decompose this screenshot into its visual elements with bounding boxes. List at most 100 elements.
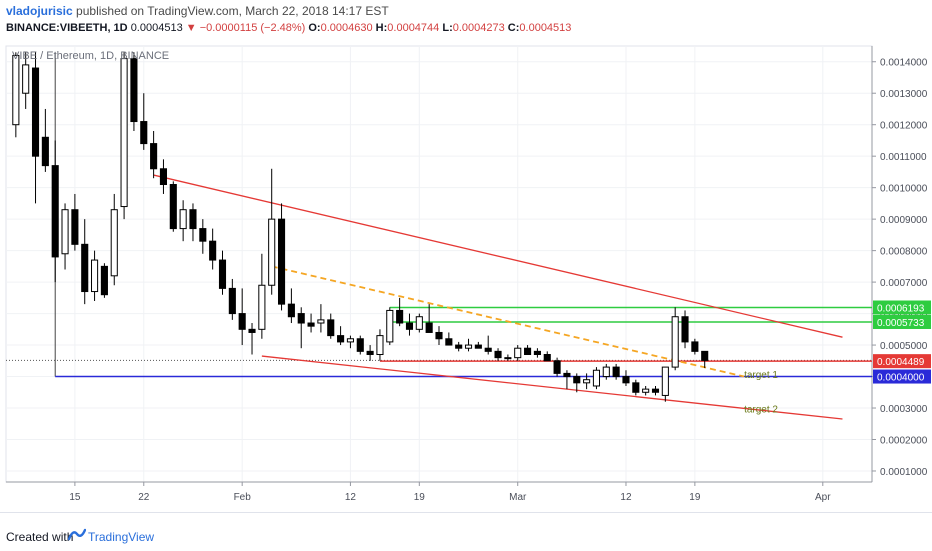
x-tick-label: 12 [620, 492, 632, 503]
y-tick-label: 0.0012000 [880, 121, 928, 132]
candle-body [514, 347, 522, 359]
candle-body [651, 388, 660, 393]
y-tick-label: 0.0007000 [880, 278, 928, 289]
level-0004489-axis-label: 0.0004489 [877, 357, 925, 368]
down-triangle-icon: ▼ [185, 22, 197, 34]
candle-body [81, 243, 89, 293]
candle-body [396, 309, 404, 324]
low-value: 0.0004273 [452, 22, 505, 34]
candle-body [356, 338, 364, 352]
candle-body [464, 344, 473, 349]
tradingview-brand[interactable]: TradingView [88, 530, 155, 544]
x-tick-label: 15 [69, 492, 81, 503]
candle-body [386, 309, 394, 343]
candle-body [583, 379, 591, 384]
candle-body [159, 168, 168, 186]
y-tick-label: 0.0005000 [880, 341, 928, 352]
created-with-text: Created with [6, 530, 74, 544]
candle-body [661, 366, 669, 396]
y-tick-label: 0.0013000 [880, 89, 928, 100]
candle-body [297, 313, 305, 324]
x-tick-label: 19 [689, 492, 701, 503]
open-label: O: [308, 22, 321, 34]
price-change: −0.0000115 (−2.48%) [199, 22, 306, 34]
high-label: H: [375, 22, 388, 34]
chart-area[interactable]: 0.0014000 0.0013000 0.0012000 0.0011000 0.00… [0, 42, 932, 512]
high-value: 0.0004744 [387, 22, 440, 34]
chart-title: VIBE / Ethereum, 1D, BINANCE [12, 50, 170, 62]
candle-body [573, 376, 581, 384]
published-text: published on TradingView.com, March 22, … [76, 4, 389, 18]
level-0004000-axis-label: 0.0004000 [877, 373, 925, 384]
candle-body [71, 209, 79, 245]
level-0005733-axis-badge [873, 314, 931, 329]
candle-body [337, 335, 345, 343]
candle-body [317, 319, 325, 324]
candle-body [701, 350, 709, 361]
symbol-name: BINANCE:VIBEETH, 1D [6, 22, 128, 34]
candle-body [632, 382, 640, 393]
candle-body [51, 165, 59, 258]
plot-frame [5, 45, 873, 483]
candle-body [307, 322, 315, 327]
candle-body [415, 316, 423, 330]
level-0005733-axis-label: 0.0005733 [877, 318, 925, 329]
symbol-line: BINANCE:VIBEETH, 1D 0.0004513 ▼ −0.00001… [6, 22, 571, 34]
candle-body [110, 209, 118, 277]
level-0004000-axis-badge [873, 369, 931, 384]
target-annotation: target 1 [744, 370, 778, 381]
candle-body [179, 209, 187, 230]
candle-body [553, 360, 561, 374]
candle-body [563, 372, 571, 378]
footer: Created with TradingView [0, 512, 932, 551]
candle-body [671, 316, 679, 368]
candle-body [592, 369, 601, 387]
candle-body [494, 350, 502, 359]
candlestick-chart[interactable]: 0.0014000 0.0013000 0.0012000 0.0011000 0.00… [0, 42, 932, 512]
y-tick-label: 0.0002000 [880, 436, 928, 447]
candle-body [366, 350, 374, 356]
candle-body [445, 338, 453, 346]
candle-body [287, 303, 295, 318]
low-label: L: [442, 22, 453, 34]
candle-body [612, 366, 620, 378]
candle-body [130, 58, 138, 123]
candle-body [474, 344, 482, 349]
candle-body [150, 143, 158, 170]
y-tick-label: 0.0014000 [880, 58, 928, 69]
candle-body [228, 287, 236, 315]
x-tick-label: 22 [138, 492, 150, 503]
candle-body [435, 331, 443, 340]
candle-body [622, 376, 630, 384]
close-label: C: [507, 22, 520, 34]
candle-body [681, 316, 689, 343]
candle-body [376, 335, 384, 356]
y-tick-label: 0.0008000 [880, 247, 928, 258]
x-tick-label: 19 [414, 492, 426, 503]
candle-body [455, 344, 463, 349]
candle-body [41, 136, 49, 167]
candle-body [140, 121, 148, 145]
candle-body [346, 338, 354, 343]
publisher-username[interactable]: vladojurisic [6, 4, 73, 18]
candle-body [642, 388, 650, 393]
x-tick-label: Mar [509, 492, 527, 503]
y-tick-label: 0.0011000 [880, 152, 927, 163]
level-0006193-axis-badge [873, 300, 931, 315]
candle-body [209, 240, 217, 261]
candle-body [100, 265, 108, 296]
candle-body [31, 67, 40, 157]
candle-body [120, 58, 128, 208]
candle-body [277, 218, 286, 305]
candle-body [602, 366, 610, 378]
open-value: 0.0004630 [320, 22, 373, 34]
target-annotation: target 2 [744, 405, 778, 416]
orange-trendline [271, 265, 745, 378]
upper-trendline [153, 174, 843, 338]
candle-body [218, 259, 227, 289]
tradingview-logo-icon[interactable] [68, 527, 86, 541]
candle-body [12, 54, 20, 126]
candle-body [533, 350, 541, 356]
candle-body [691, 341, 699, 352]
candle-body [524, 347, 532, 356]
